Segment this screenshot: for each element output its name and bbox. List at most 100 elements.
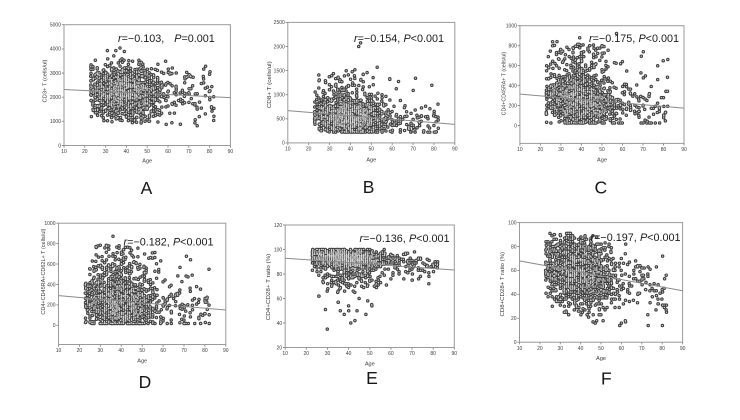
- svg-text:CD4+CD28+ T ratio (%): CD4+CD28+ T ratio (%): [266, 253, 272, 320]
- svg-text:70: 70: [409, 351, 415, 357]
- svg-text:40: 40: [277, 321, 283, 327]
- svg-text:D: D: [139, 372, 152, 392]
- svg-text:10: 10: [517, 346, 523, 352]
- svg-text:120: 120: [274, 223, 283, 229]
- svg-text:200: 200: [47, 303, 56, 309]
- svg-text:20: 20: [304, 351, 310, 357]
- svg-text:40: 40: [118, 348, 124, 354]
- svg-text:90: 90: [452, 351, 458, 357]
- svg-text:3000: 3000: [50, 71, 61, 77]
- svg-text:Age: Age: [596, 356, 606, 362]
- svg-text:50: 50: [367, 351, 373, 357]
- svg-text:60: 60: [165, 149, 171, 155]
- svg-text:100: 100: [274, 247, 283, 253]
- svg-text:1000: 1000: [44, 221, 55, 227]
- svg-text:CD8+CD28+ T ratio (%): CD8+CD28+ T ratio (%): [500, 252, 506, 317]
- svg-text:CD3+ T (cells/ul): CD3+ T (cells/ul): [42, 59, 48, 102]
- svg-text:20: 20: [511, 316, 517, 322]
- svg-text:50: 50: [369, 147, 375, 153]
- svg-text:CD4+CD45RA+ T (cells/ul): CD4+CD45RA+ T (cells/ul): [501, 52, 507, 116]
- svg-text:r=−0.154,P<0.001: r=−0.154, P<0.001: [354, 33, 444, 45]
- svg-text:A: A: [141, 178, 153, 198]
- svg-text:30: 30: [327, 147, 333, 153]
- svg-text:20: 20: [77, 348, 83, 354]
- svg-text:80: 80: [207, 149, 213, 155]
- svg-text:Age: Age: [597, 158, 607, 164]
- svg-text:90: 90: [452, 147, 458, 153]
- svg-text:10: 10: [61, 149, 67, 155]
- svg-text:60: 60: [620, 147, 626, 153]
- svg-text:20: 20: [306, 147, 312, 153]
- svg-text:r=−0.175,P<0.001: r=−0.175, P<0.001: [589, 33, 679, 45]
- svg-text:90: 90: [680, 346, 686, 352]
- svg-text:10: 10: [282, 351, 288, 357]
- svg-text:4000: 4000: [50, 47, 61, 53]
- svg-text:10: 10: [517, 147, 523, 153]
- svg-text:800: 800: [509, 44, 518, 50]
- svg-text:80: 80: [430, 351, 436, 357]
- svg-text:50: 50: [139, 348, 145, 354]
- svg-text:60: 60: [388, 351, 394, 357]
- svg-text:2500: 2500: [274, 20, 285, 26]
- svg-text:1000: 1000: [274, 93, 285, 99]
- svg-text:50: 50: [599, 147, 605, 153]
- svg-text:90: 90: [223, 348, 229, 354]
- svg-text:80: 80: [511, 244, 517, 250]
- svg-text:60: 60: [619, 346, 625, 352]
- svg-text:400: 400: [509, 83, 518, 89]
- svg-text:10: 10: [285, 147, 291, 153]
- svg-text:0: 0: [53, 323, 56, 329]
- svg-text:Age: Age: [366, 157, 376, 163]
- svg-text:Age: Age: [137, 359, 147, 365]
- svg-text:0: 0: [514, 340, 517, 346]
- svg-text:600: 600: [509, 63, 518, 69]
- svg-text:80: 80: [659, 346, 665, 352]
- svg-text:Age: Age: [142, 159, 152, 165]
- svg-text:2000: 2000: [50, 95, 61, 101]
- svg-text:0: 0: [58, 143, 61, 149]
- svg-text:F: F: [601, 368, 612, 388]
- svg-text:1000: 1000: [506, 24, 517, 30]
- svg-text:40: 40: [511, 292, 517, 298]
- svg-text:80: 80: [202, 348, 208, 354]
- svg-text:r=−0.136,P<0.001: r=−0.136, P<0.001: [360, 233, 450, 245]
- svg-text:50: 50: [598, 346, 604, 352]
- svg-text:500: 500: [276, 117, 285, 123]
- svg-text:60: 60: [160, 348, 166, 354]
- svg-text:1000: 1000: [50, 119, 61, 125]
- svg-text:B: B: [363, 177, 375, 197]
- svg-text:800: 800: [47, 241, 56, 247]
- svg-text:2000: 2000: [274, 44, 285, 50]
- svg-text:80: 80: [661, 147, 667, 153]
- svg-text:70: 70: [181, 348, 187, 354]
- svg-text:90: 90: [681, 147, 687, 153]
- svg-text:70: 70: [186, 149, 192, 155]
- svg-text:20: 20: [82, 149, 88, 155]
- svg-text:Age: Age: [365, 361, 375, 367]
- svg-text:10: 10: [56, 348, 62, 354]
- svg-text:400: 400: [47, 282, 56, 288]
- svg-text:0: 0: [282, 141, 285, 147]
- svg-text:600: 600: [47, 262, 56, 268]
- svg-text:80: 80: [431, 147, 437, 153]
- svg-text:60: 60: [389, 147, 395, 153]
- svg-text:70: 70: [639, 346, 645, 352]
- svg-text:C: C: [594, 178, 607, 198]
- svg-text:40: 40: [348, 147, 354, 153]
- svg-text:40: 40: [578, 346, 584, 352]
- svg-text:CD4+CD45RA+CD62L+ T (cells/ul): CD4+CD45RA+CD62L+ T (cells/ul): [41, 228, 47, 314]
- svg-text:E: E: [366, 368, 378, 388]
- svg-text:r=−0.197,P<0.001: r=−0.197, P<0.001: [591, 232, 681, 244]
- svg-text:20: 20: [537, 346, 543, 352]
- svg-text:20: 20: [277, 345, 283, 351]
- svg-text:90: 90: [228, 149, 234, 155]
- svg-text:70: 70: [410, 147, 416, 153]
- svg-text:30: 30: [103, 149, 109, 155]
- svg-text:100: 100: [508, 220, 517, 226]
- svg-text:40: 40: [124, 149, 130, 155]
- svg-text:r=−0.103,P=0.001: r=−0.103, P=0.001: [118, 33, 215, 45]
- svg-text:80: 80: [277, 272, 283, 278]
- svg-text:20: 20: [538, 147, 544, 153]
- svg-text:1500: 1500: [274, 68, 285, 74]
- svg-text:60: 60: [277, 296, 283, 302]
